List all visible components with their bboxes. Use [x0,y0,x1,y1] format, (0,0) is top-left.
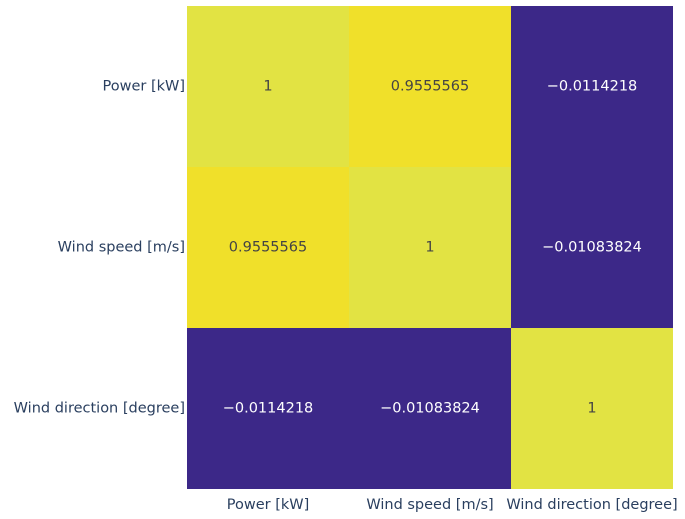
heatmap-cell-label-r2-c0: −0.0114218 [223,401,314,417]
y-tick-label: Wind direction [degree] [14,401,185,417]
heatmap-cell-r2-c1[interactable] [349,328,511,489]
heatmap-cell-r2-c0[interactable] [187,328,349,489]
heatmap-cell-label-r1-c0: 0.9555565 [229,240,307,256]
x-tick-label: Power [kW] [227,497,310,513]
x-tick-label: Wind direction [degree] [506,497,677,513]
heatmap-cell-r1-c1[interactable] [349,167,511,328]
heatmap-cell-label-r1-c2: −0.01083824 [542,240,642,256]
heatmap-cell-r2-c2[interactable] [511,328,673,489]
heatmap-cell-label-r1-c1: 1 [425,240,434,256]
heatmap-cell-label-r2-c1: −0.01083824 [380,401,480,417]
y-tick-label: Power [kW] [103,79,186,95]
heatmap-cell-r0-c0[interactable] [187,6,349,167]
heatmap-cell-r1-c2[interactable] [511,167,673,328]
heatmap-cell-r1-c0[interactable] [187,167,349,328]
heatmap-cell-r0-c1[interactable] [349,6,511,167]
heatmap-cell-label-r0-c0: 1 [263,79,272,95]
heatmap-cell-label-r0-c2: −0.0114218 [547,79,638,95]
heatmap-cell-r0-c2[interactable] [511,6,673,167]
x-tick-label: Wind speed [m/s] [366,497,493,513]
heatmap-cell-label-r0-c1: 0.9555565 [391,79,469,95]
y-tick-label: Wind speed [m/s] [58,240,185,256]
heatmap-cell-label-r2-c2: 1 [587,401,596,417]
